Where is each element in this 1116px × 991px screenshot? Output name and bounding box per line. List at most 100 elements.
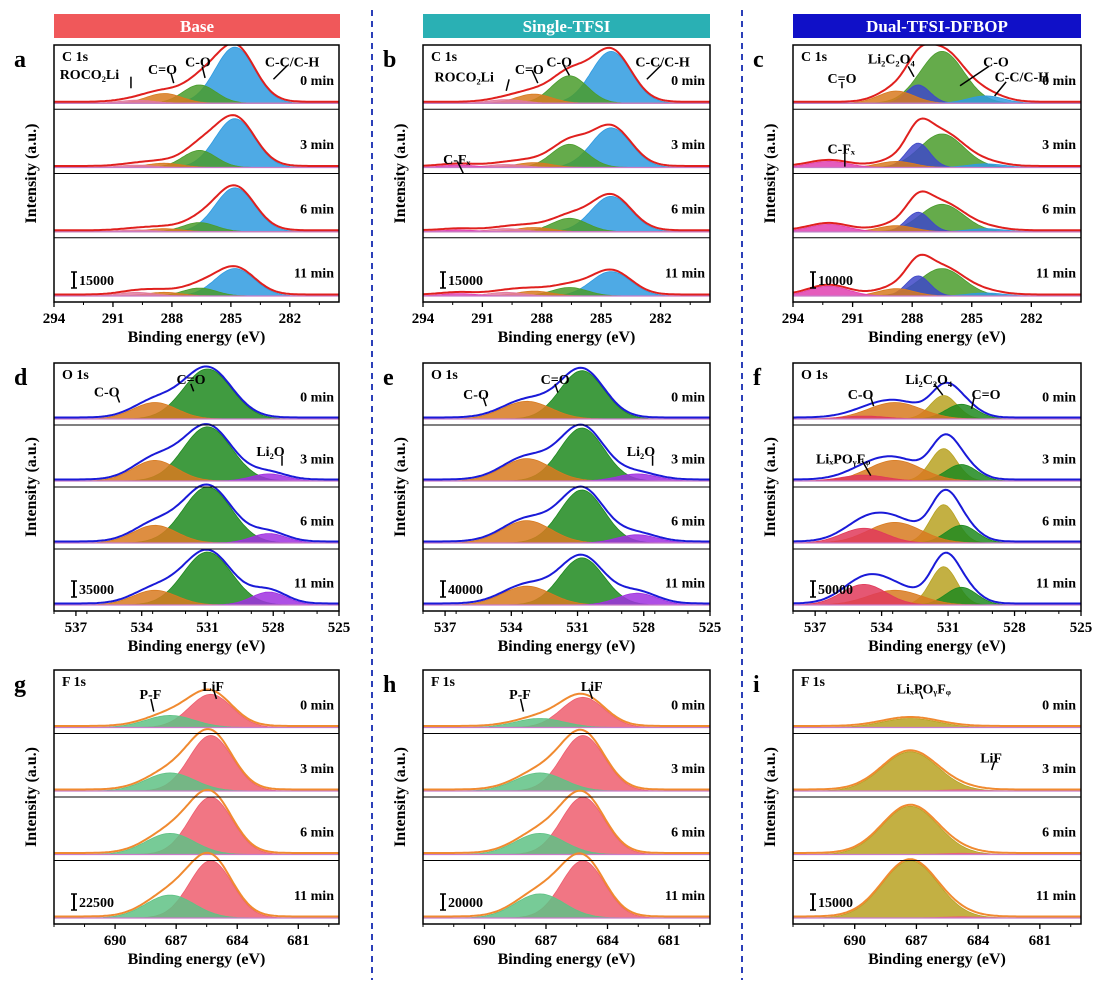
- x-tick-label: 681: [287, 933, 310, 949]
- time-label: 6 min: [300, 202, 334, 217]
- peak-LixPOyFz: [793, 805, 1081, 855]
- spectrum-6-min: [54, 788, 339, 856]
- y-axis-label: Intensity (a.u.): [762, 747, 779, 847]
- column-header-2: Single-TFSI: [423, 14, 710, 38]
- x-axis: 294 291 288 285 282: [43, 302, 320, 327]
- x-tick-label: 525: [699, 620, 722, 636]
- x-axis: 537 534 531 528 525: [422, 611, 722, 636]
- plot-area: [54, 365, 339, 606]
- x-tick-label: 690: [473, 933, 496, 949]
- x-axis: 537 534 531 528 525: [53, 611, 350, 636]
- peak-C=O: [423, 489, 710, 544]
- spectrum-3-min: [423, 123, 710, 169]
- envelope-fit: [54, 851, 339, 918]
- envelope-fit: [54, 265, 339, 296]
- envelope-fit: [423, 423, 710, 481]
- time-label: 6 min: [1042, 202, 1076, 217]
- time-label: 3 min: [1042, 138, 1076, 153]
- panel-g: 0 min 3 min 6 min 11 min 690 687 684 681 Binding…: [14, 669, 340, 968]
- envelope-fit: [423, 789, 710, 854]
- x-tick-label: 291: [102, 311, 125, 327]
- plot-area: [54, 688, 339, 919]
- spectrum-3-min: [793, 117, 1081, 169]
- scale-bar-label: 10000: [818, 274, 853, 289]
- panel-letter: g: [14, 672, 26, 698]
- time-label: 0 min: [671, 698, 705, 713]
- envelope-fit: [54, 548, 339, 605]
- peak-annotation: P-F: [509, 688, 531, 703]
- time-label: 11 min: [665, 889, 705, 904]
- x-axis-label: Binding energy (eV): [868, 638, 1006, 655]
- column-headers: Base Single-TFSI Dual-TFSI-DFBOP: [54, 14, 1081, 38]
- peak-annotation: C-O: [94, 385, 120, 400]
- envelope-fit: [793, 716, 1081, 727]
- spectrum-6-min: [423, 789, 710, 856]
- panel-frame: [53, 669, 340, 925]
- peak-annotation: C=O: [177, 373, 206, 388]
- envelope-fit: [54, 788, 339, 854]
- spectrum-11-min: [54, 265, 339, 297]
- panel-letter: f: [753, 365, 762, 391]
- time-label: 0 min: [1042, 74, 1076, 89]
- panel-frame: [422, 44, 711, 303]
- x-tick-label: 282: [649, 311, 672, 327]
- time-label: 3 min: [1042, 452, 1076, 467]
- spectrum-0-min: [793, 45, 1081, 104]
- panel-b: 0 min 3 min 6 min 11 min 294 291 288 285 282 Bind…: [383, 44, 711, 346]
- x-tick-label: 288: [531, 311, 554, 327]
- spectrum-0-min: [423, 692, 710, 729]
- time-label: 11 min: [665, 267, 705, 282]
- spectrum-11-min: [793, 253, 1081, 297]
- x-tick-label: 531: [566, 620, 589, 636]
- plot-area: [54, 45, 339, 297]
- x-tick-label: 294: [43, 311, 66, 327]
- envelope-fit: [423, 366, 710, 419]
- annotation-arrow: [554, 383, 559, 393]
- scale-bar-label: 15000: [818, 896, 853, 911]
- time-label: 11 min: [294, 889, 334, 904]
- time-label: 6 min: [300, 825, 334, 840]
- annotation-arrow: [115, 394, 121, 403]
- header-title: Base: [180, 17, 214, 36]
- peak-annotation: LiF: [581, 680, 603, 695]
- peak-annotation: Li₂O: [627, 445, 655, 460]
- scale-bar-label: 50000: [818, 583, 853, 598]
- annotation-arrow: [861, 460, 872, 477]
- annotation-arrow: [482, 397, 487, 407]
- spectrum-11-min: [54, 851, 339, 919]
- time-label: 11 min: [665, 576, 705, 591]
- time-label: 3 min: [671, 138, 705, 153]
- peak-annotation: LiₓPOᵧFᵩ: [897, 683, 951, 698]
- peak-annotation: ROCO₂Li: [434, 71, 494, 86]
- y-axis-label: Intensity (a.u.): [762, 123, 779, 223]
- scale-bar-label: 15000: [448, 274, 483, 289]
- peak-annotation: LiₓPOᵧFᵩ: [816, 452, 870, 467]
- x-tick-label: 531: [196, 620, 219, 636]
- x-axis-label: Binding energy (eV): [128, 951, 266, 968]
- peak-annotation: C-O: [185, 55, 211, 70]
- spectrum-0-min: [793, 381, 1081, 420]
- header-bar: [793, 14, 1081, 38]
- x-axis: 690 687 684 681: [53, 924, 330, 949]
- spectrum-11-min: [423, 553, 710, 606]
- panel-letter: d: [14, 365, 28, 391]
- core-level-label: F 1s: [431, 675, 456, 690]
- envelope-fit: [54, 728, 339, 791]
- envelope-fit: [793, 190, 1081, 232]
- peak-annotation: C=O: [541, 373, 570, 388]
- x-tick-label: 681: [658, 933, 681, 949]
- envelope-fit: [54, 114, 339, 167]
- time-label: 3 min: [300, 452, 334, 467]
- annotation-arrow: [588, 689, 594, 700]
- peak-LixPOyFz: [793, 751, 1081, 792]
- x-axis-label: Binding energy (eV): [868, 329, 1006, 346]
- envelope-fit: [793, 117, 1081, 167]
- time-label: 0 min: [1042, 390, 1076, 405]
- panel-i: 0 min 3 min 6 min 11 min 690 687 684 681 Binding…: [753, 669, 1082, 968]
- envelope-fit: [793, 858, 1081, 918]
- x-axis-label: Binding energy (eV): [868, 951, 1006, 968]
- envelope-fit: [793, 45, 1081, 103]
- envelope-fit: [793, 749, 1081, 791]
- annotation-arrow: [170, 72, 175, 84]
- envelope-fit: [793, 551, 1081, 605]
